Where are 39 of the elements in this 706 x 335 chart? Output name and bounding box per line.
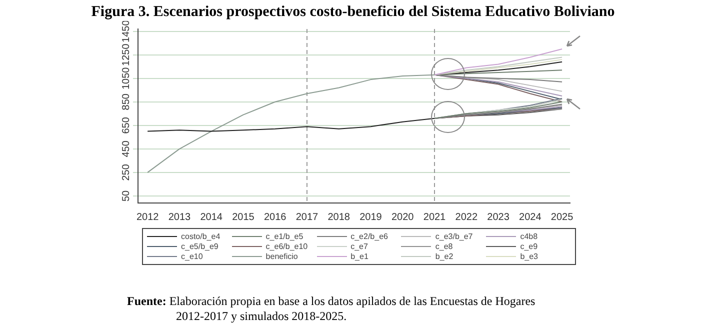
x-tick-label: 2018 [328, 212, 350, 223]
legend-label: c_e8 [435, 242, 453, 251]
source-note: Fuente: Elaboración propia en base a los datos apilados de las Encuestas de Hogares 2012-2017 y simulados 2018-2025. [127, 294, 536, 324]
legend-label: beneficio [266, 252, 298, 261]
y-tick-label: 1050 [120, 66, 132, 90]
x-tick-label: 2012 [136, 212, 160, 223]
legend-label: c_e5/b_e9 [181, 242, 218, 251]
legend-label: c_e10 [181, 252, 203, 261]
y-tick-label: 250 [120, 164, 132, 181]
y-tick-label: 50 [120, 190, 132, 202]
chart-title: Figura 3. Escenarios prospectivos costo-beneficio del Sistema Educativo Boliviano [90, 4, 616, 21]
legend-label: c4b8 [520, 232, 538, 241]
y-tick-label: 650 [120, 116, 132, 134]
legend-label: c_e1/b_e5 [266, 232, 304, 241]
y-tick-label: 1250 [120, 43, 132, 66]
x-tick-label: 2024 [519, 212, 542, 223]
y-tick-label: 850 [120, 93, 132, 110]
y-tick-label: 1450 [120, 20, 132, 42]
legend-label: b_e2 [435, 252, 454, 261]
legend-label: b_e3 [520, 252, 538, 261]
legend-label: c_e9 [520, 242, 538, 251]
x-tick-label: 2015 [232, 212, 255, 223]
x-tick-label: 2022 [455, 212, 478, 223]
x-tick-label: 2016 [264, 212, 287, 223]
y-tick-label: 450 [120, 140, 132, 158]
x-tick-label: 2019 [360, 212, 382, 223]
x-tick-label: 2023 [487, 212, 510, 223]
legend-label: c_e7 [350, 242, 368, 251]
legend-label: c_e2/b_e6 [350, 232, 388, 241]
x-tick-label: 2013 [168, 212, 192, 223]
x-tick-label: 2025 [550, 212, 574, 223]
x-tick-label: 2014 [200, 212, 223, 223]
x-tick-label: 2020 [391, 212, 414, 223]
x-tick-label: 2017 [296, 212, 319, 223]
legend-label: costo/b_e4 [181, 232, 220, 241]
x-tick-label: 2021 [423, 212, 446, 223]
legend-label: c_e3/b_e7 [435, 232, 473, 241]
legend-label: b_e1 [350, 252, 368, 261]
legend-label: c_e6/b_e10 [266, 242, 308, 251]
